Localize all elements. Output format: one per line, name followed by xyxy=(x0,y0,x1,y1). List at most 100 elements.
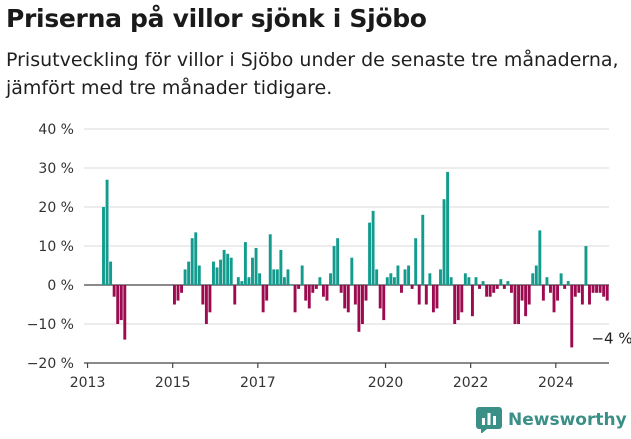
bar xyxy=(219,259,223,285)
bar xyxy=(396,265,400,285)
bar xyxy=(605,285,609,301)
bar xyxy=(591,285,595,293)
bar xyxy=(524,285,528,317)
bar xyxy=(240,281,244,285)
bar-chart-logo-icon xyxy=(476,407,502,433)
last-value-label: −4 % xyxy=(591,330,631,348)
bar xyxy=(552,285,556,313)
bar xyxy=(318,277,322,285)
bar xyxy=(538,230,542,285)
bar xyxy=(556,285,560,301)
bar xyxy=(375,269,379,285)
bar xyxy=(549,285,552,293)
x-tick-label: 2015 xyxy=(155,375,191,391)
bar xyxy=(573,285,577,297)
bar xyxy=(463,273,467,285)
bar xyxy=(534,265,538,285)
bar xyxy=(495,285,499,289)
bar xyxy=(453,285,457,324)
x-tick-label: 2020 xyxy=(368,375,404,391)
bar xyxy=(105,179,109,285)
bar xyxy=(424,285,428,305)
bar xyxy=(456,285,460,321)
bar xyxy=(382,285,386,321)
bar xyxy=(194,232,198,285)
bar xyxy=(570,285,574,348)
bar xyxy=(414,238,418,285)
bar xyxy=(481,281,485,285)
bar xyxy=(204,285,208,324)
bar xyxy=(502,285,506,289)
bar xyxy=(580,285,584,305)
chart-subtitle: Prisutveckling för villor i Sjöbo under … xyxy=(6,49,619,99)
bar xyxy=(329,273,332,285)
bar xyxy=(343,285,347,309)
bar xyxy=(460,285,464,313)
bar xyxy=(275,269,279,285)
bar xyxy=(286,269,290,285)
bar xyxy=(446,171,450,285)
chart-title: Priserna på villor sjönk i Sjöbo xyxy=(6,4,427,33)
y-tick-label: 40 % xyxy=(38,122,74,138)
bar xyxy=(251,257,254,285)
bar xyxy=(304,285,308,301)
bar xyxy=(222,249,226,285)
bar xyxy=(577,285,581,293)
bar xyxy=(332,246,336,285)
bar xyxy=(109,261,113,285)
bar xyxy=(321,285,325,297)
bar xyxy=(339,285,343,293)
bar xyxy=(314,285,318,289)
bar xyxy=(470,285,474,317)
bar xyxy=(389,273,393,285)
bar xyxy=(407,265,411,285)
bar xyxy=(336,238,340,285)
bar xyxy=(265,285,269,301)
x-tick-label: 2013 xyxy=(70,375,106,391)
bar xyxy=(392,277,396,285)
bar xyxy=(215,267,219,285)
bar xyxy=(400,285,403,293)
bar xyxy=(116,285,120,324)
bar xyxy=(584,246,588,285)
bar xyxy=(311,285,315,293)
bar xyxy=(520,285,524,301)
bar xyxy=(233,285,237,305)
bar xyxy=(357,285,361,332)
bar xyxy=(190,238,194,285)
bar xyxy=(346,285,350,313)
bar xyxy=(236,277,240,285)
y-tick-label: 20 % xyxy=(38,200,74,216)
bar xyxy=(212,261,215,285)
y-tick-label: −10 % xyxy=(27,317,74,333)
bar xyxy=(513,285,517,324)
bar xyxy=(478,285,481,289)
bar xyxy=(282,277,286,285)
bar xyxy=(485,285,489,297)
y-axis-labels: −20 % −10 % 0 % 10 % 20 % 30 % 40 % xyxy=(27,122,74,372)
bar xyxy=(385,277,389,285)
bar xyxy=(595,285,599,293)
y-tick-label: 10 % xyxy=(38,239,74,255)
bar xyxy=(119,285,123,321)
bar xyxy=(531,273,535,285)
bar xyxy=(279,249,283,285)
bar xyxy=(602,285,606,297)
bar xyxy=(527,285,531,305)
bar xyxy=(563,285,567,289)
bar xyxy=(488,285,492,297)
bar xyxy=(176,285,180,301)
bar xyxy=(290,285,293,286)
bar xyxy=(226,253,230,285)
bar xyxy=(492,285,496,293)
bar xyxy=(258,273,262,285)
bar xyxy=(353,285,357,305)
bar xyxy=(368,222,372,285)
bar xyxy=(417,285,421,305)
bar xyxy=(474,277,478,285)
bar xyxy=(428,273,432,285)
y-tick-label: 0 % xyxy=(47,278,74,294)
bar xyxy=(201,285,205,305)
y-tick-label: −20 % xyxy=(27,356,74,372)
